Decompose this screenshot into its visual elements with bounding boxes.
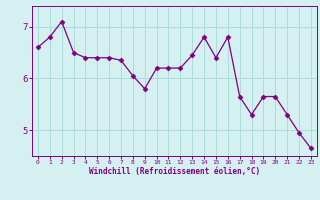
X-axis label: Windchill (Refroidissement éolien,°C): Windchill (Refroidissement éolien,°C) [89,167,260,176]
